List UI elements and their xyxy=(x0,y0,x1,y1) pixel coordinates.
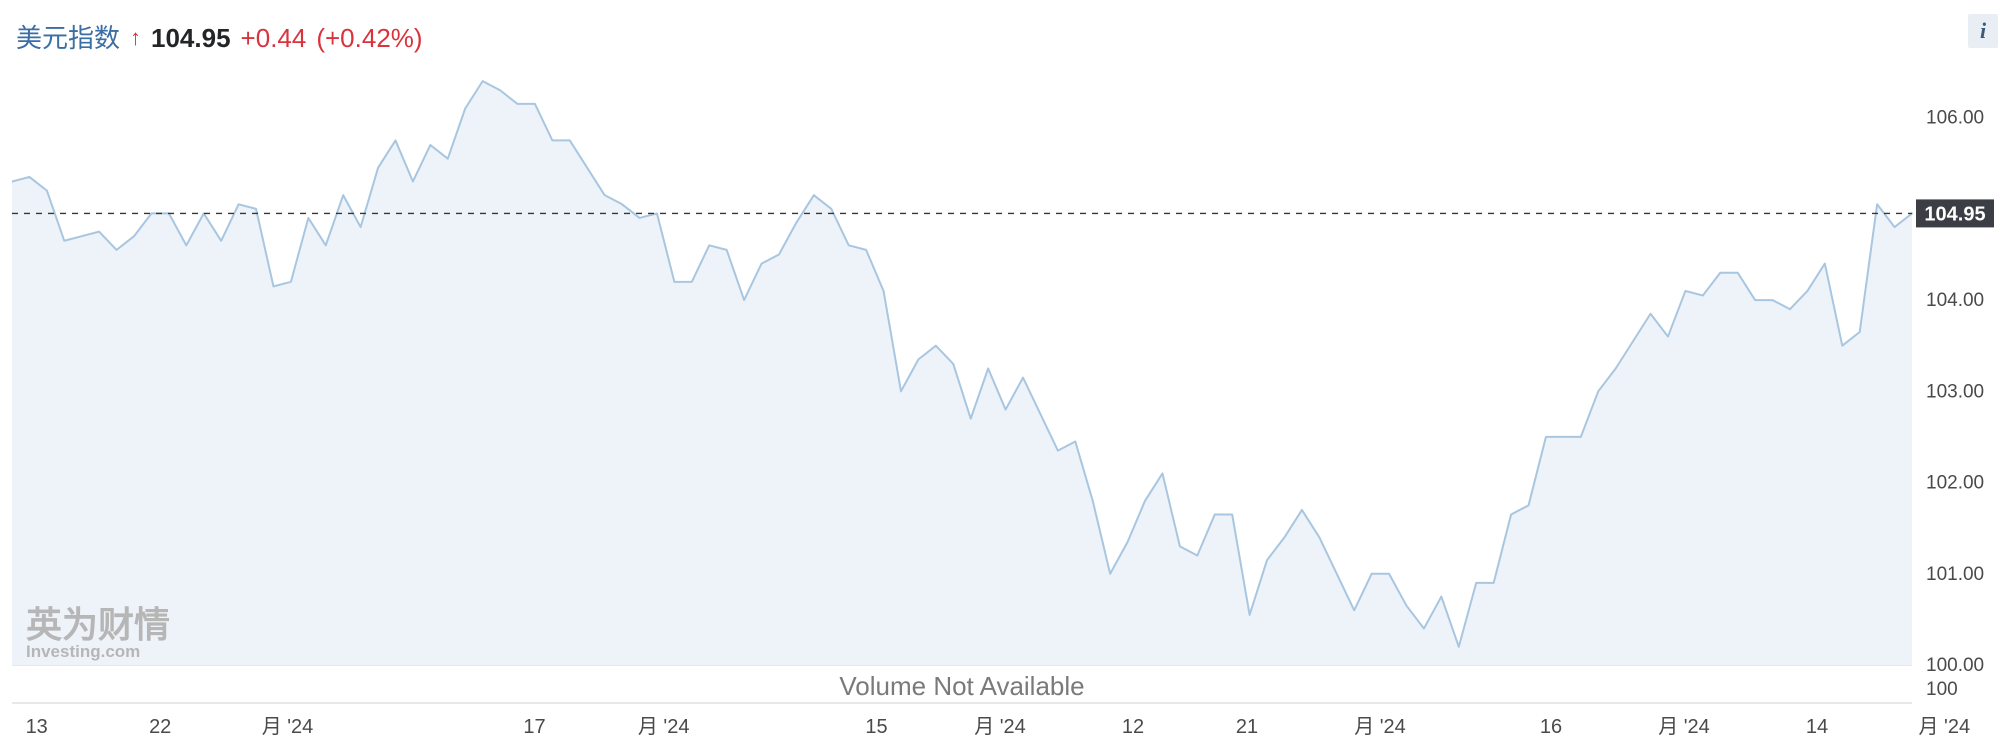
price-chart[interactable]: 100.00 101.00 102.00 103.00 104.00 106.00 100 1… xyxy=(12,62,2000,745)
y-axis-label: 104.00 xyxy=(1926,290,1984,311)
x-axis-label: 12 xyxy=(1122,716,1144,738)
y-axis-label: 103.00 xyxy=(1926,381,1984,402)
instrument-name[interactable]: 美元指数 xyxy=(16,18,120,55)
last-price: 104.95 xyxy=(151,23,231,54)
x-axis-label: 月 '24 xyxy=(1658,716,1710,738)
x-axis-label: 13 xyxy=(26,716,48,738)
price-change-pct: (+0.42%) xyxy=(316,23,422,54)
volume-not-available: Volume Not Available xyxy=(839,671,1084,701)
x-axis-label: 月 '24 xyxy=(974,716,1026,738)
watermark-sub: Investing.com xyxy=(26,642,140,661)
y-axis-label: 100.00 xyxy=(1926,655,1984,676)
x-axis-label: 月 '24 xyxy=(1918,716,1970,738)
x-axis-label: 14 xyxy=(1806,716,1828,738)
x-axis-label: 月 '24 xyxy=(262,716,314,738)
x-axis-label: 16 xyxy=(1540,716,1562,738)
x-axis-label: 17 xyxy=(523,716,545,738)
x-axis-label: 22 xyxy=(149,716,171,738)
y-axis-label: 106.00 xyxy=(1926,108,1984,129)
y-axis-label: 101.00 xyxy=(1926,564,1984,585)
x-axis-label: 月 '24 xyxy=(1354,716,1406,738)
x-axis-label: 月 '24 xyxy=(638,716,690,738)
price-area xyxy=(12,81,1912,665)
chart-container[interactable]: 100.00 101.00 102.00 103.00 104.00 106.00 100 1… xyxy=(12,62,2000,745)
chart-header: 美元指数 ↑ 104.95 +0.44 (+0.42%) xyxy=(16,18,423,55)
arrow-up-icon: ↑ xyxy=(130,25,141,51)
current-price-badge-text: 104.95 xyxy=(1924,203,1985,225)
y-axis-label: 100 xyxy=(1926,679,1958,700)
x-axis-label: 15 xyxy=(865,716,887,738)
price-change: +0.44 xyxy=(241,23,307,54)
y-axis-label: 102.00 xyxy=(1926,473,1984,494)
watermark-main: 英为财情 xyxy=(26,604,170,645)
info-button[interactable]: i xyxy=(1968,14,1998,48)
x-axis-label: 21 xyxy=(1236,716,1258,738)
